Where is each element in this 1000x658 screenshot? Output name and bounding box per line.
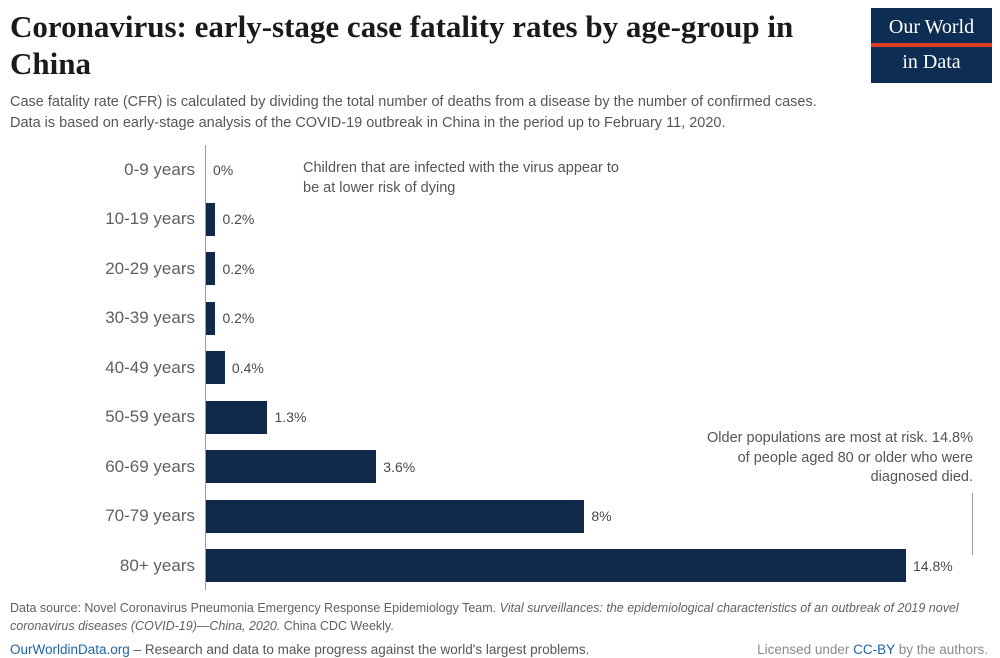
value-label: 0.2% [222, 260, 255, 277]
bar-chart: 0-9 years 0% 10-19 years 0.2% 20-29 year… [0, 144, 1000, 591]
chart-header: Coronavirus: early-stage case fatality r… [0, 0, 1000, 133]
category-label: 0-9 years [124, 159, 195, 179]
license-suffix: by the authors. [894, 642, 988, 658]
chart-row: 40-49 years 0.4% [0, 342, 1000, 393]
annotation-older: Older populations are most at risk. 14.8… [707, 429, 973, 486]
logo-text-bottom: in Data [902, 51, 961, 73]
bar [206, 450, 377, 484]
value-label: 3.6% [383, 458, 416, 475]
subtitle-line-1: Case fatality rate (CFR) is calculated b… [10, 94, 817, 111]
annotation-children: Children that are infected with the viru… [303, 159, 619, 196]
bar-track: 8% [205, 491, 1000, 541]
value-label: 8% [591, 508, 612, 525]
category-label: 40-49 years [105, 357, 195, 377]
value-label: 0.4% [231, 359, 264, 376]
category-label: 20-29 years [105, 258, 195, 278]
bar [206, 301, 216, 335]
source-citation: Vital surveillances: the epidemiological… [10, 601, 959, 633]
source-text: Data source: Novel Coronavirus Pneumonia… [10, 601, 500, 616]
bar [206, 202, 216, 236]
value-label: 1.3% [274, 409, 307, 426]
footer-site-line: OurWorldinData.org – Research and data t… [10, 642, 589, 657]
bar-track: 0.2% [205, 243, 1000, 294]
owid-logo[interactable]: Our World in Data [871, 8, 992, 83]
chart-row: 70-79 years 8% [0, 491, 1000, 541]
footer-bottom-row: OurWorldinData.org – Research and data t… [10, 642, 988, 657]
chart-rows: 0-9 years 0% 10-19 years 0.2% 20-29 year… [0, 144, 1000, 591]
bar [206, 499, 585, 533]
chart-row: 50-59 years 1.3% [0, 392, 1000, 442]
chart-row: 0-9 years 0% [0, 144, 1000, 195]
bar-track: 0.4% [205, 342, 1000, 393]
source-suffix: China CDC Weekly. [280, 618, 394, 633]
owid-site-link[interactable]: OurWorldinData.org [10, 642, 130, 658]
bar-track: 0.2% [205, 194, 1000, 244]
bar [206, 252, 216, 286]
bar [206, 400, 268, 434]
bar-track: 14.8% [205, 540, 1000, 591]
bar-track: 0% [205, 144, 1000, 195]
category-label: 30-39 years [105, 308, 195, 328]
license-prefix: Licensed under [757, 642, 854, 658]
site-tagline: – Research and data to make progress aga… [129, 642, 590, 658]
bar-track: 3.6% [205, 441, 1000, 492]
chart-row: 60-69 years 3.6% [0, 441, 1000, 492]
chart-footer: Data source: Novel Coronavirus Pneumonia… [0, 600, 1000, 657]
category-label: 10-19 years [105, 209, 195, 229]
footer-license-line: Licensed under CC-BY by the authors. [757, 642, 988, 657]
cc-by-link[interactable]: CC-BY [853, 642, 895, 658]
chart-row: 80+ years 14.8% [0, 540, 1000, 591]
chart-row: 20-29 years 0.2% [0, 243, 1000, 294]
bar-track: 0.2% [205, 293, 1000, 343]
bar [206, 549, 906, 583]
bar-track: 1.3% [205, 392, 1000, 442]
bar [206, 351, 225, 385]
annotation-leader-line [972, 492, 973, 555]
value-label: 14.8% [913, 557, 953, 574]
logo-text-top: Our World [888, 16, 975, 38]
chart-subtitle: Case fatality rate (CFR) is calculated b… [10, 92, 988, 133]
page-title: Coronavirus: early-stage case fatality r… [10, 9, 794, 82]
value-label: 0.2% [222, 211, 255, 228]
category-label: 80+ years [119, 555, 195, 575]
value-label: 0.2% [222, 310, 255, 327]
subtitle-line-2: Data is based on early-stage analysis of… [10, 114, 726, 131]
chart-row: 10-19 years 0.2% [0, 194, 1000, 244]
value-label: 0% [213, 161, 234, 178]
category-label: 70-79 years [105, 506, 195, 526]
category-label: 60-69 years [105, 456, 195, 476]
data-source-note: Data source: Novel Coronavirus Pneumonia… [10, 600, 988, 635]
category-label: 50-59 years [105, 407, 195, 427]
chart-row: 30-39 years 0.2% [0, 293, 1000, 343]
logo-stripe [871, 43, 992, 47]
